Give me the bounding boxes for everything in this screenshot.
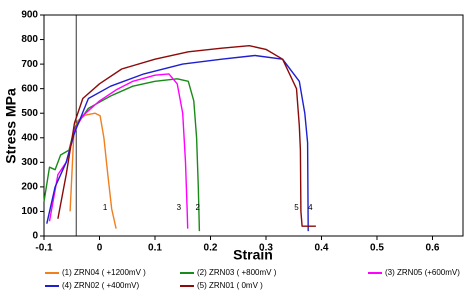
x-tick-label: -0.1 [35,243,53,254]
x-tick-label: 0.2 [204,243,218,254]
legend-label: (5) ZRN01 ( 0mV ) [197,281,263,290]
curve-label: 1 [103,203,108,212]
y-tick-label: 800 [21,34,38,45]
legend-label: (1) ZRN04 ( +1200mV ) [62,268,146,277]
series-line [46,54,309,232]
curve-label: 2 [195,203,200,212]
y-tick-label: 900 [21,10,38,21]
curve-label: 3 [177,203,182,212]
y-tick-label: 600 [21,83,38,94]
legend-label: (3) ZRN05 (+600mV) [385,268,460,277]
series-line [69,112,117,229]
legend-label: (2) ZRN03 ( +800mV ) [197,268,277,277]
curve-label: 4 [308,203,313,212]
plot-frame [43,14,464,237]
x-tick-label: 0.3 [259,243,273,254]
series-line [43,78,201,232]
x-tick-label: 0.1 [148,243,162,254]
x-tick-label: 0.5 [370,243,384,254]
y-tick-label: 100 [21,206,38,217]
series-line [57,45,316,227]
x-tick-label: 0 [97,243,103,254]
x-tick-label: 0.4 [315,243,329,254]
y-tick-label: 500 [21,108,38,119]
y-tick-label: 0 [32,231,38,242]
curve-label: 5 [294,203,299,212]
y-tick-label: 300 [21,157,38,168]
y-tick-label: 700 [21,59,38,70]
x-axis-title: Strain [233,247,273,263]
y-tick-label: 400 [21,132,38,143]
y-axis-title: Stress MPa [3,88,19,164]
legend-label: (4) ZRN02 ( +400mV) [62,281,139,290]
y-tick-label: 200 [21,182,38,193]
x-tick-label: 0.6 [426,243,440,254]
